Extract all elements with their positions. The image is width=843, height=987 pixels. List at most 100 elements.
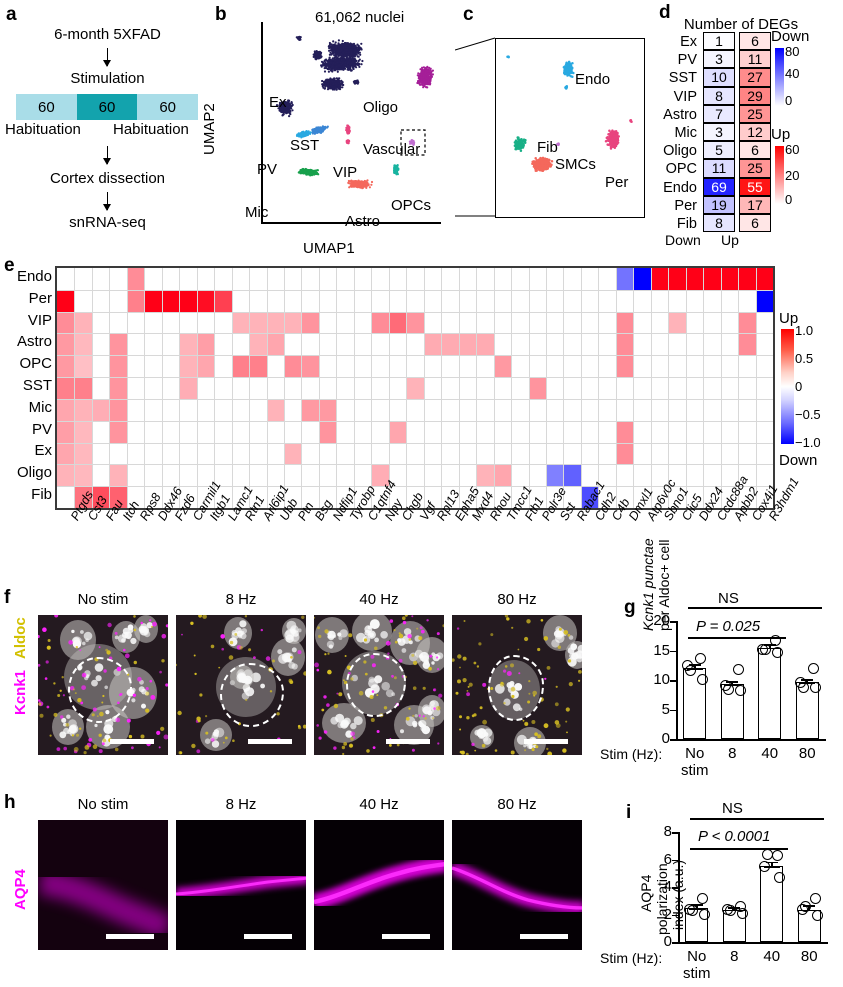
- habituation-left-label: Habituation: [5, 121, 81, 138]
- heatmap-gridline-v: [196, 268, 198, 508]
- micrograph-f-title: No stim: [77, 591, 129, 608]
- heatmap-cell: [249, 355, 267, 378]
- heatmap-cell: [388, 420, 407, 443]
- down-tick-0: 0: [785, 93, 793, 108]
- cluster-label-oligo: Oligo: [363, 99, 399, 116]
- cluster-label-mic: Mic: [245, 204, 269, 221]
- degs-row-label: OPC: [665, 161, 697, 178]
- data-point: [724, 904, 736, 916]
- heatmap-gridline-v: [650, 268, 652, 508]
- heatmap-gridline-h: [57, 333, 773, 335]
- data-point: [699, 909, 711, 920]
- error-cap-2: [763, 644, 776, 646]
- degs-cell-down: 5: [703, 141, 735, 160]
- heatmap-cell: [493, 464, 512, 487]
- i-xlabel: Stim (Hz):: [600, 950, 663, 966]
- channel-label-kcnk1: Kcnk1: [12, 669, 29, 715]
- heatmap-cell: [371, 464, 390, 487]
- y-tick: [672, 914, 678, 917]
- heatmap-cell: [196, 333, 215, 356]
- heatmap-cell: [109, 420, 128, 443]
- data-point: [697, 673, 709, 685]
- heatmap-cell: [738, 333, 756, 356]
- y-tick-label: 6: [663, 850, 672, 868]
- heatmap-gridline-v: [720, 268, 722, 508]
- cluster-label-vip: VIP: [333, 164, 358, 181]
- heatmap-cell: [388, 311, 407, 334]
- panel-a-stim-bar: 60 60 60: [16, 94, 199, 120]
- heatmap-gridline-v: [371, 268, 372, 508]
- heatmap-cell: [266, 333, 285, 356]
- panel-a-experiment-schematic: a 6-month 5XFAD Stimulation 60 60 60 Hab…: [0, 0, 215, 250]
- heatmap-gridline-v: [423, 268, 425, 508]
- micrograph-h-3: [452, 820, 582, 950]
- degs-cell-up: 6: [739, 141, 771, 160]
- heatmap-cell: [406, 311, 425, 334]
- heatmap-cell: [685, 268, 704, 291]
- heatmap-cell: [74, 464, 93, 487]
- panel-a-line4: snRNA-seq: [69, 214, 146, 231]
- y-tick-label: 2: [663, 905, 672, 923]
- cluster-label-pv: PV: [257, 161, 278, 178]
- heatmap-cell: [476, 333, 494, 356]
- heatmap-cell: [633, 268, 652, 291]
- heatmap-cell: [458, 333, 477, 356]
- data-point: [732, 664, 744, 676]
- micrograph-h-title: No stim: [77, 796, 129, 813]
- heatmap-cell: [249, 311, 267, 334]
- micrograph-h-title: 40 Hz: [359, 796, 399, 813]
- heatmap-cell: [74, 333, 93, 356]
- heatmap-row-label: VIP: [27, 311, 52, 329]
- y-tick-label: 15: [653, 641, 670, 659]
- heatmap-gridline-h: [57, 442, 773, 444]
- cluster-label-sst: SST: [290, 137, 320, 154]
- error-bar-3: [806, 678, 809, 683]
- heatmap-cell: [650, 268, 669, 291]
- y-tick: [670, 739, 676, 741]
- heatmap-cell: [545, 464, 564, 487]
- x-axis-line: [678, 942, 828, 944]
- panel-a-line3: Cortex dissection: [49, 170, 166, 187]
- heatmap-cell: [615, 420, 634, 443]
- heatmap-cell: [284, 355, 302, 378]
- degs-row-label: Oligo: [663, 143, 697, 160]
- up-tick-20: 20: [785, 168, 800, 183]
- scale-bar: [520, 934, 568, 939]
- up-legend-title: Up: [771, 126, 791, 143]
- micrograph-h-title: 80 Hz: [497, 796, 537, 813]
- panel-d-title: Number of DEGs: [683, 16, 799, 33]
- heatmap-gridline-v: [179, 268, 180, 508]
- heatmap-cell: [318, 398, 337, 422]
- g-ns-annotation: NS: [718, 590, 739, 607]
- heatmap-tick-1: 1.0: [795, 323, 814, 338]
- heatmap-cell: [214, 289, 233, 313]
- channel-label-aldoc: Aldoc: [12, 617, 29, 659]
- cluster-label-smcs: SMCs: [555, 156, 596, 173]
- micrograph-f-title: 8 Hz: [225, 591, 257, 608]
- heatmap-cell: [74, 355, 93, 378]
- panel-d-degs-table: d Number of DEGs Ex 1 6 PV 3 11 SST 10 27 VIP 8 29 A…: [655, 0, 843, 258]
- heatmap-gridline-v: [74, 268, 76, 508]
- degs-cell-up: 11: [739, 50, 771, 69]
- degs-row-label: PV: [677, 52, 697, 69]
- heatmap-gridline-v: [703, 268, 704, 508]
- y-tick: [672, 942, 678, 944]
- heatmap-cell: [738, 268, 756, 291]
- x-tick-label: 80: [800, 948, 818, 965]
- degs-cell-up: 12: [739, 123, 771, 142]
- i-pvalue-annotation: P < 0.0001: [698, 828, 771, 845]
- heatmap-cell: [74, 398, 93, 422]
- heatmap-cell: [179, 333, 198, 356]
- error-cap-0: [688, 664, 701, 666]
- panel-label-a: a: [6, 4, 17, 25]
- heatmap-cell: [57, 289, 75, 313]
- heatmap-tick-0: 0: [795, 379, 803, 394]
- panel-h-micrographs: h AQP4 No stim 8 Hz 40 Hz 80 Hz: [0, 790, 600, 987]
- heatmap-cell: [109, 464, 128, 487]
- heatmap-gridline-h: [57, 355, 773, 356]
- heatmap-cell: [615, 333, 634, 356]
- heatmap-gridline-v: [284, 268, 285, 508]
- data-point: [762, 848, 774, 860]
- y-axis-line: [676, 621, 678, 739]
- i-ns-annotation: NS: [722, 800, 743, 817]
